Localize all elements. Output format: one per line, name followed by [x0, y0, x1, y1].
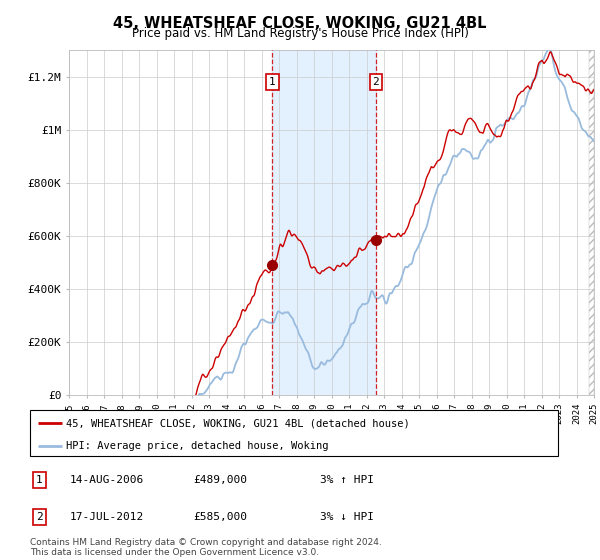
Text: £489,000: £489,000: [194, 475, 248, 485]
Text: Price paid vs. HM Land Registry's House Price Index (HPI): Price paid vs. HM Land Registry's House …: [131, 27, 469, 40]
Text: 3% ↓ HPI: 3% ↓ HPI: [320, 512, 374, 522]
Text: 2: 2: [373, 77, 379, 87]
FancyBboxPatch shape: [30, 410, 558, 456]
Text: £585,000: £585,000: [194, 512, 248, 522]
Text: 45, WHEATSHEAF CLOSE, WOKING, GU21 4BL: 45, WHEATSHEAF CLOSE, WOKING, GU21 4BL: [113, 16, 487, 31]
Text: 1: 1: [36, 475, 43, 485]
Text: 2: 2: [36, 512, 43, 522]
Text: 14-AUG-2006: 14-AUG-2006: [70, 475, 144, 485]
Text: Contains HM Land Registry data © Crown copyright and database right 2024.
This d: Contains HM Land Registry data © Crown c…: [30, 538, 382, 557]
Text: 3% ↑ HPI: 3% ↑ HPI: [320, 475, 374, 485]
Text: 1: 1: [269, 77, 276, 87]
Text: 17-JUL-2012: 17-JUL-2012: [70, 512, 144, 522]
Text: 45, WHEATSHEAF CLOSE, WOKING, GU21 4BL (detached house): 45, WHEATSHEAF CLOSE, WOKING, GU21 4BL (…: [66, 418, 410, 428]
Text: HPI: Average price, detached house, Woking: HPI: Average price, detached house, Woki…: [66, 441, 328, 451]
Bar: [272, 50, 376, 395]
